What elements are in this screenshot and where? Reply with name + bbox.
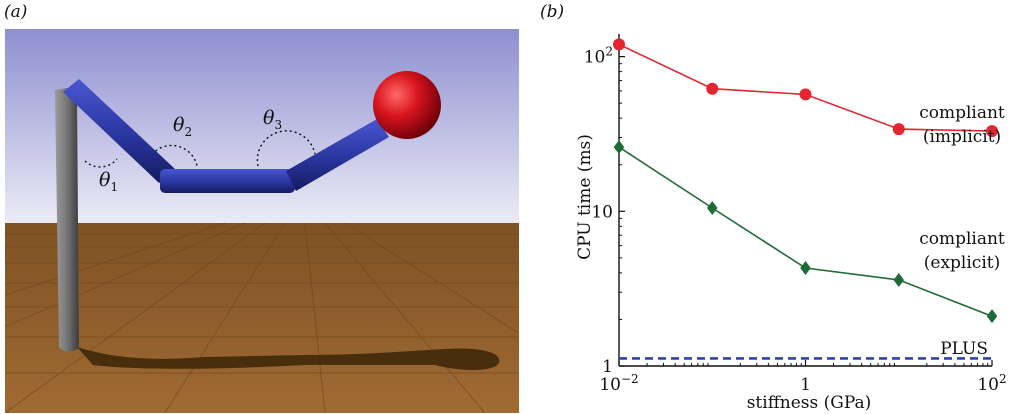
x-tick-label-0: 10−2 [599, 372, 638, 395]
angle-arcs [84, 130, 316, 168]
panel-b-label: (b) [540, 2, 565, 22]
series-1-point-4 [986, 309, 998, 324]
chart-series-labels: compliant (implicit) compliant (explicit) PL… [919, 103, 1005, 359]
series-0-point-1 [706, 82, 719, 95]
x-tick-label-1: 1 [800, 375, 811, 395]
series-1-point-1 [707, 201, 718, 216]
series-0-label-line-1: (implicit) [923, 127, 1001, 147]
series-0-point-3 [892, 123, 905, 136]
angle-labels: θ1 θ2 θ3 [99, 107, 282, 194]
series-1-label-line-1: (explicit) [924, 253, 1000, 273]
series-2-label-line-0: PLUS [940, 339, 988, 359]
theta2-label: θ2 [173, 114, 192, 139]
floor-grid [5, 222, 519, 413]
y-tick-label-0: 1 [602, 357, 613, 377]
y-tick-label-1: 10 [591, 202, 613, 222]
series-1-point-2 [800, 261, 811, 276]
chart-series [613, 38, 998, 360]
chart-xlabel: stiffness (GPa) [747, 393, 872, 413]
series-1-label-line-0: compliant [919, 229, 1005, 249]
y-tick-label-2: 102 [584, 45, 613, 68]
panel-a-label: (a) [4, 2, 28, 22]
series-0-point-4 [986, 125, 998, 138]
sky [5, 29, 519, 223]
series-1-point-0 [613, 140, 625, 155]
theta1-label: θ1 [99, 169, 118, 194]
arm-shadow [77, 347, 500, 370]
robot-arm-scene: θ1 θ2 θ3 [5, 29, 519, 413]
pole [55, 87, 79, 352]
end-effector-ball [373, 71, 441, 139]
arm-links [63, 79, 389, 193]
chart-ylabel: CPU time (ms) [575, 134, 595, 260]
chart-axes [618, 34, 992, 367]
series-0-point-2 [799, 88, 812, 101]
x-tick-label-2: 102 [977, 372, 1006, 395]
series-1-point-3 [893, 272, 904, 287]
series-0-label-line-0: compliant [919, 103, 1005, 123]
theta3-label: θ3 [263, 107, 282, 132]
series-0-point-0 [613, 38, 625, 51]
floor [5, 223, 519, 413]
